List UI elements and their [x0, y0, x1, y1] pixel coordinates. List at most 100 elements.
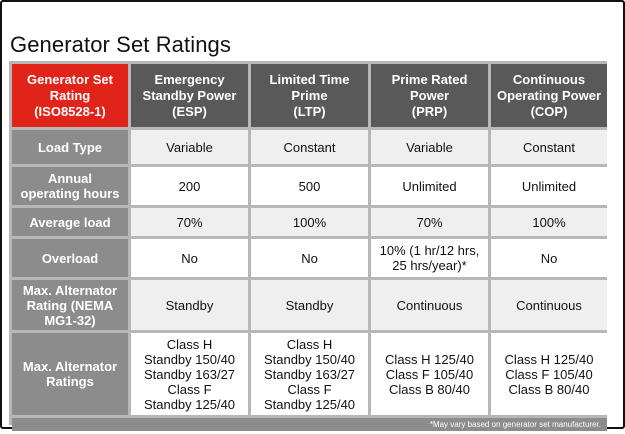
header-line: (ESP)	[172, 103, 207, 119]
row-label-line: Load Type	[37, 139, 103, 155]
row-label-line: MG1-32)	[44, 312, 96, 328]
cell-line: Class H	[286, 336, 333, 352]
table-cell: Class H 125/40 Class F 105/40 Class B 80/4…	[371, 333, 488, 415]
cell-line: Unlimited	[402, 178, 457, 194]
cell-line: Unlimited	[521, 178, 577, 194]
cell-line: Class B 80/40	[389, 381, 470, 397]
table-cell: 200	[131, 167, 248, 205]
header-line: Prime	[291, 87, 328, 103]
cell-line: No	[181, 250, 198, 266]
table-cell: Class H 125/40 Class F 105/40 Class B 80/4…	[491, 333, 607, 415]
table-cell: Class H Standby 150/40 Standby 163/27 Class…	[251, 333, 368, 415]
cell-line: Standby 163/27	[263, 366, 356, 382]
cell-line: Constant	[522, 139, 576, 155]
cell-line: Standby 150/40	[263, 351, 356, 367]
table-cell: No	[131, 239, 248, 277]
cell-line: Continuous	[396, 297, 463, 313]
cell-line: Class F	[167, 381, 212, 397]
cell-line: 25 hrs/year)*	[392, 258, 467, 273]
cell-line: Class H 125/40	[504, 351, 594, 367]
table-row-average-load: Average load 70% 100% 70% 100%	[12, 208, 607, 236]
header-corner-line: (ISO8528-1)	[34, 103, 106, 119]
table-cell: Unlimited	[371, 167, 488, 205]
header-line: (LTP)	[293, 103, 326, 119]
cell-line: 500	[298, 178, 321, 194]
cell-line: Standby 150/40	[143, 351, 236, 367]
table-cell: Unlimited	[491, 167, 607, 205]
header-line: Limited Time	[269, 71, 350, 87]
table-cell: Constant	[491, 130, 607, 164]
cell-line: Standby 125/40	[263, 396, 356, 412]
cell-line: Class F	[287, 381, 332, 397]
table-cell: Constant	[251, 130, 368, 164]
row-label: Overload	[12, 239, 128, 277]
row-label-line: Ratings	[46, 374, 94, 389]
row-label: Average load	[12, 208, 128, 236]
table-cell: Standby	[251, 280, 368, 330]
header-corner-cell: Generator Set Rating (ISO8528-1)	[12, 64, 128, 127]
table-cell: 100%	[491, 208, 607, 236]
header-line: (PRP)	[411, 103, 448, 119]
header-corner-line: Generator Set	[27, 71, 113, 87]
row-label: Max. Alternator Rating (NEMA MG1-32)	[12, 280, 128, 330]
header-cop: Continuous Operating Power (COP)	[491, 64, 607, 127]
ratings-table: Generator Set Rating (ISO8528-1) Emergen…	[9, 61, 610, 434]
table-body: Load Type Variable Constant Variable Constan…	[12, 130, 607, 415]
cell-line: 70%	[416, 214, 443, 230]
cell-line: Class F 105/40	[385, 366, 474, 382]
table-cell: 70%	[371, 208, 488, 236]
footnote-row: *May vary based on generator set manufac…	[12, 418, 607, 431]
row-label-line: Overload	[41, 250, 99, 266]
table-row-max-alternator-rating: Max. Alternator Rating (NEMA MG1-32) Standb…	[12, 280, 607, 330]
cell-line: Variable	[166, 139, 213, 155]
header-row: Generator Set Rating (ISO8528-1) Emergen…	[12, 64, 607, 127]
slide-title: Generator Set Ratings	[10, 32, 231, 57]
table-cell: Variable	[131, 130, 248, 164]
row-label: Max. Alternator Ratings	[12, 333, 128, 415]
table-row-max-alternator-ratings: Max. Alternator Ratings Class H Standby 150…	[12, 333, 607, 415]
header-line: Prime Rated	[391, 71, 468, 87]
table-cell: Class H Standby 150/40 Standby 163/27 Class…	[131, 333, 248, 415]
cell-line: 100%	[292, 214, 327, 230]
table-cell: No	[491, 239, 607, 277]
header-ltp: Limited Time Prime (LTP)	[251, 64, 368, 127]
table-cell: Continuous	[491, 280, 607, 330]
cell-line: 100%	[532, 214, 566, 230]
table-cell: No	[251, 239, 368, 277]
cell-line: No	[301, 250, 318, 266]
table-row-annual-operating-hours: Annual operating hours 200 500 Unlimited Unli…	[12, 167, 607, 205]
header-line: Continuous	[512, 71, 586, 87]
row-label: Load Type	[12, 130, 128, 164]
cell-line: Continuous	[516, 297, 582, 313]
cell-line: Standby	[285, 297, 334, 313]
cell-line: Variable	[406, 139, 453, 155]
cell-line: Class F 105/40	[505, 366, 593, 382]
header-line: Emergency	[154, 71, 225, 87]
header-line: Power	[409, 87, 449, 103]
ratings-table-container: Generator Set Rating (ISO8528-1) Emergen…	[9, 61, 607, 431]
table-row-load-type: Load Type Variable Constant Variable Constan…	[12, 130, 607, 164]
header-line: Operating Power	[496, 87, 602, 103]
footnote: *May vary based on generator set manufac…	[12, 418, 607, 431]
header-line: Standby Power	[142, 87, 237, 103]
cell-line: 200	[178, 178, 201, 194]
header-prp: Prime Rated Power (PRP)	[371, 64, 488, 127]
row-label-line: Rating (NEMA	[26, 297, 114, 313]
cell-line: 10% (1 hr/12 hrs,	[379, 243, 480, 258]
table-cell: Variable	[371, 130, 488, 164]
cell-line: Standby 163/27	[143, 366, 236, 382]
table-cell: Continuous	[371, 280, 488, 330]
table-cell: Standby	[131, 280, 248, 330]
header-esp: Emergency Standby Power (ESP)	[131, 64, 248, 127]
table-cell: 100%	[251, 208, 368, 236]
header-line: (COP)	[530, 103, 568, 119]
cell-line: Standby 125/40	[143, 396, 236, 412]
row-label-line: Max. Alternator	[22, 282, 118, 298]
row-label-line: Average load	[29, 214, 111, 230]
row-label-line: Max. Alternator	[22, 359, 118, 374]
cell-line: No	[540, 250, 558, 266]
row-label-line: operating hours	[20, 186, 120, 201]
header-corner-line: Rating	[49, 87, 91, 103]
cell-line: Class B 80/40	[508, 381, 590, 397]
